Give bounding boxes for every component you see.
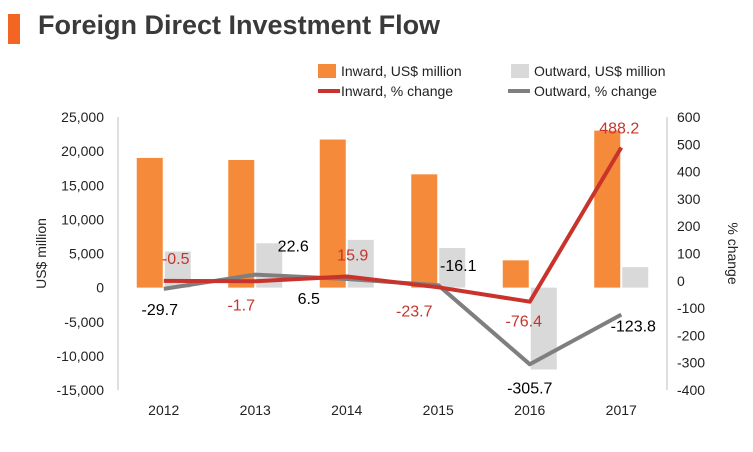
y-tick-label: 15,000 [61, 177, 104, 193]
bar-inward [502, 260, 529, 288]
legend-swatch-outward-bar [511, 64, 529, 78]
data-label-outward-pct: -16.1 [440, 258, 477, 275]
y2-tick-label: 100 [677, 246, 701, 262]
x-tick-label: 2012 [148, 402, 179, 418]
y2-tick-label: 200 [677, 218, 701, 234]
data-label-inward-pct: 15.9 [337, 247, 368, 264]
legend-label-outward-bar: Outward, US$ million [534, 63, 666, 79]
x-tick-label: 2014 [331, 402, 362, 418]
data-label-inward-pct: -1.7 [227, 297, 255, 314]
bar-inward [228, 159, 255, 288]
x-tick-label: 2016 [514, 402, 545, 418]
data-label-inward-pct: -76.4 [506, 314, 543, 331]
y2-tick-label: 600 [677, 109, 701, 125]
y2-tick-label: -100 [677, 300, 705, 316]
legend-label-inward-line: Inward, % change [341, 83, 453, 99]
data-label-outward-pct: 6.5 [298, 291, 320, 308]
x-tick-label: 2013 [240, 402, 271, 418]
data-label-outward-pct: -29.7 [142, 302, 179, 319]
data-label-inward-pct: -0.5 [162, 251, 190, 268]
title-accent-bar [8, 14, 20, 44]
bar-inward [411, 174, 438, 288]
data-label-inward-pct: -23.7 [396, 303, 433, 320]
x-tick-label: 2015 [423, 402, 454, 418]
y-tick-label: 5,000 [69, 246, 104, 262]
y-tick-label: 25,000 [61, 109, 104, 125]
y2-tick-label: 300 [677, 191, 701, 207]
bar-outward [439, 248, 466, 288]
y2-tick-label: 0 [677, 273, 685, 289]
y2-tick-label: -400 [677, 382, 705, 398]
y2-tick-label: 500 [677, 136, 701, 152]
bar-outward [622, 267, 649, 288]
y-tick-label: -10,000 [57, 348, 105, 364]
line-inward-pct [163, 146, 624, 304]
y2-tick-label: 400 [677, 164, 701, 180]
y-axis-title: US$ million [33, 218, 49, 289]
data-label-outward-pct: -305.7 [507, 380, 552, 397]
data-label-outward-pct: 22.6 [278, 239, 309, 256]
data-label-inward-pct: 488.2 [599, 121, 639, 138]
x-tick-label: 2017 [606, 402, 637, 418]
bar-inward [136, 157, 163, 288]
chart-title: Foreign Direct Investment Flow [38, 10, 441, 40]
legend-label-outward-line: Outward, % change [534, 83, 657, 99]
y-tick-label: 20,000 [61, 143, 104, 159]
y-tick-label: 10,000 [61, 211, 104, 227]
legend-label-inward-bar: Inward, US$ million [341, 63, 462, 79]
legend-swatch-inward-bar [318, 64, 336, 78]
data-label-outward-pct: -123.8 [611, 319, 656, 336]
y2-tick-label: -200 [677, 327, 705, 343]
y2-tick-label: -300 [677, 355, 705, 371]
y2-axis-title: % change [725, 222, 741, 284]
y-tick-label: -15,000 [57, 382, 105, 398]
y-tick-label: -5,000 [64, 314, 104, 330]
y-tick-label: 0 [96, 280, 104, 296]
bar-inward [319, 139, 346, 288]
